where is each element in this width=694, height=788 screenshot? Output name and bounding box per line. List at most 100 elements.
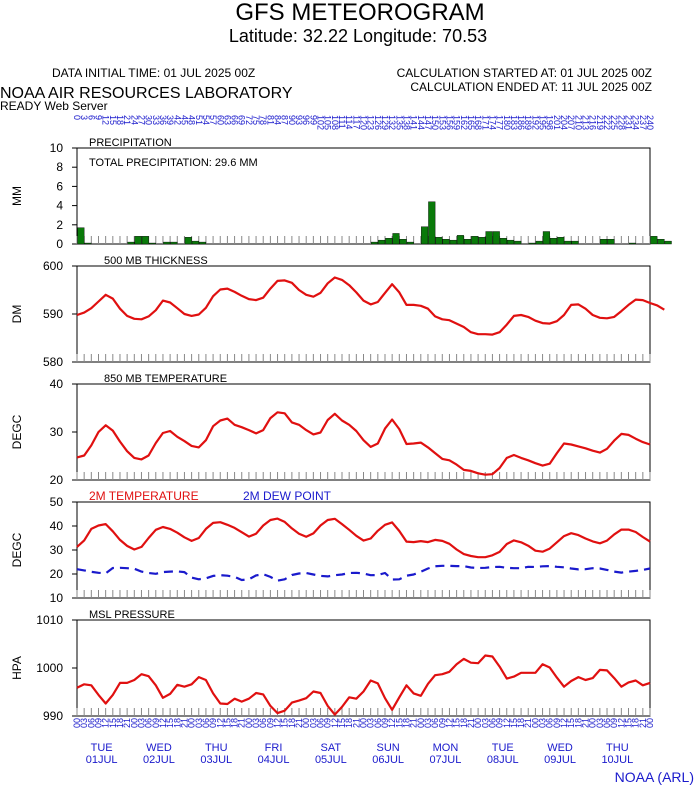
precipitation-bar: [442, 238, 450, 245]
precipitation-bar: [492, 231, 500, 245]
latlon-label: Latitude: 32.22 Longitude: 70.53: [229, 26, 487, 46]
day-of-week-label: FRI: [265, 742, 283, 754]
utc-hour-label: 21: [351, 718, 361, 728]
y-tick-label: 10: [50, 591, 64, 605]
utc-hour-label: 00: [129, 718, 139, 728]
forecast-hour-label: 18: [115, 115, 125, 125]
forecast-hour-label: 30: [144, 115, 154, 125]
lab-label: NOAA AIR RESOURCES LABORATORY: [0, 85, 293, 102]
utc-hour-label: 18: [344, 718, 354, 728]
precipitation-bar: [456, 235, 464, 245]
precipitation-bar: [628, 242, 636, 245]
y-tick-label: 4: [56, 199, 63, 213]
utc-hour-label: 15: [222, 718, 232, 728]
utc-hour-label: 15: [509, 718, 519, 728]
utc-hour-label: 06: [373, 718, 383, 728]
forecast-hour-label: 129: [380, 115, 390, 130]
utc-hour-label: 09: [151, 718, 161, 728]
legend-dew-point: 2M DEW POINT: [243, 489, 332, 503]
utc-hour-label: 00: [588, 718, 598, 728]
forecast-hour-label: 225: [609, 115, 619, 130]
utc-hour-label: 06: [144, 718, 154, 728]
forecast-hour-label: 213: [581, 115, 591, 130]
forecast-hour-label: 51: [194, 115, 204, 125]
precipitation-bar: [550, 238, 558, 245]
y-tick-label: 2: [56, 218, 63, 232]
utc-hour-label: 09: [609, 718, 619, 728]
temp850-ylabel: DEGC: [10, 414, 24, 449]
utc-hour-label: 06: [201, 718, 211, 728]
date-label: 02JUL: [143, 754, 175, 766]
precipitation-bar: [514, 240, 522, 245]
utc-hour-label: 18: [172, 718, 182, 728]
forecast-hour-label: 63: [222, 115, 232, 125]
precipitation-bar: [564, 240, 572, 245]
legend-temperature: 2M TEMPERATURE: [89, 489, 199, 503]
utc-hour-label: 21: [581, 718, 591, 728]
temp850-yticks: 20 30 40: [50, 377, 77, 487]
utc-hour-label: 03: [366, 718, 376, 728]
utc-hour-label: 09: [437, 718, 447, 728]
utc-hour-label: 12: [215, 718, 225, 728]
y-tick-label: 1010: [36, 613, 63, 627]
forecast-hour-label: 6: [86, 115, 96, 120]
precipitation-bar: [471, 236, 479, 245]
day-of-week-label: SAT: [321, 742, 342, 754]
forecast-hour-label: 60: [215, 115, 225, 125]
utc-hour-label: 15: [337, 718, 347, 728]
forecast-hour-label: 15: [108, 115, 118, 125]
utc-hour-label: 18: [573, 718, 583, 728]
utc-hour-label: 06: [545, 718, 555, 728]
utc-hour-label: 09: [208, 718, 218, 728]
thickness-ylabel: DM: [10, 305, 24, 324]
forecast-hour-label: 156: [444, 115, 454, 130]
temp850-lines: [76, 411, 651, 476]
day-of-week-label: MON: [433, 742, 459, 754]
precipitation-bar: [428, 201, 436, 245]
forecast-hour-label: 168: [473, 115, 483, 130]
forecast-hour-label: 78: [258, 115, 268, 125]
forecast-hour-label: 192: [530, 115, 540, 130]
utc-hour-label: 03: [194, 718, 204, 728]
pressure-panel: MSL PRESSURE HPA 990 1000 1010: [10, 609, 651, 723]
utc-hour-label: 21: [294, 718, 304, 728]
date-label: 06JUL: [372, 754, 404, 766]
pressure-title: MSL PRESSURE: [89, 609, 175, 621]
precipitation-bar: [378, 239, 386, 245]
series-line: [76, 276, 665, 336]
forecast-hour-label: 228: [616, 115, 626, 130]
precipitation-bars: [77, 201, 672, 245]
utc-hour-label: 09: [552, 718, 562, 728]
init-time-label: DATA INITIAL TIME: 01 JUL 2025 00Z: [52, 66, 255, 80]
forecast-hour-label: 90: [287, 115, 297, 125]
utc-hour-label: 09: [495, 718, 505, 728]
utc-hour-label: 00: [473, 718, 483, 728]
date-label: 07JUL: [430, 754, 462, 766]
precipitation-bar: [399, 238, 407, 245]
forecast-hour-label: 9: [93, 115, 103, 120]
pressure-frame: [76, 619, 651, 717]
forecast-hour-label: 216: [588, 115, 598, 130]
forecast-hour-label: 201: [552, 115, 562, 130]
forecast-hour-label: 102: [316, 115, 326, 130]
utc-hour-label: 06: [602, 718, 612, 728]
forecast-hour-label: 21: [122, 115, 132, 125]
y-tick-label: 20: [50, 567, 64, 581]
utc-hour-label: 12: [158, 718, 168, 728]
forecast-hour-label: 57: [208, 115, 218, 125]
utc-hour-label: 15: [624, 718, 634, 728]
day-of-week-label: THU: [606, 742, 629, 754]
utc-hour-label: 15: [394, 718, 404, 728]
forecast-hour-label: 48: [187, 115, 197, 125]
precipitation-bar: [600, 238, 608, 245]
day-axis: TUE01JULWED02JULTHU03JULFRI04JULSAT05JUL…: [86, 742, 633, 766]
utc-hour-label: 06: [316, 718, 326, 728]
forecast-hour-label: 93: [294, 115, 304, 125]
precipitation-bar: [134, 236, 142, 245]
utc-hour-label: 12: [444, 718, 454, 728]
precipitation-bar: [571, 240, 579, 245]
utc-hour-label: 18: [401, 718, 411, 728]
y-tick-label: 600: [43, 259, 63, 273]
thickness-title: 500 MB THICKNESS: [104, 255, 208, 267]
precipitation-bar: [170, 241, 178, 245]
